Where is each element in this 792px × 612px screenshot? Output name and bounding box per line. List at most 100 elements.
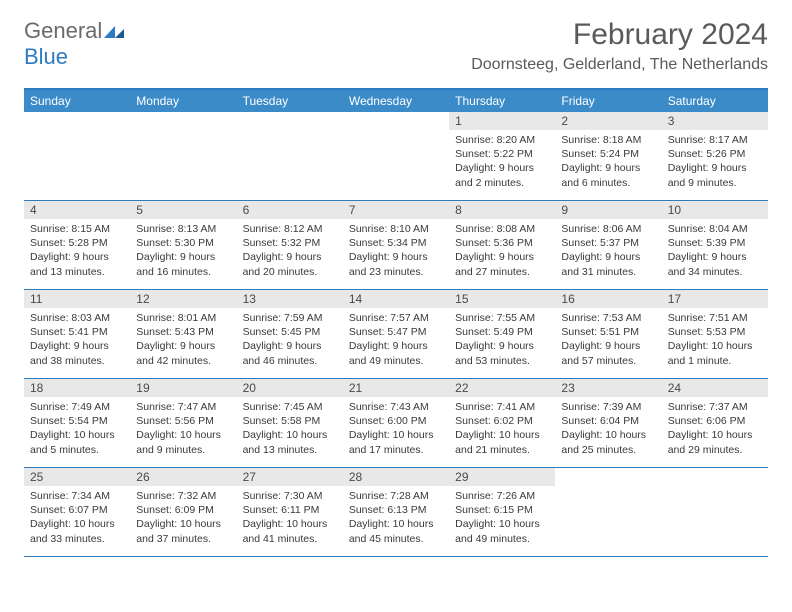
weekday-saturday: Saturday (662, 90, 768, 112)
day-body: Sunrise: 8:18 AMSunset: 5:24 PMDaylight:… (555, 130, 661, 194)
day-body: Sunrise: 7:30 AMSunset: 6:11 PMDaylight:… (237, 486, 343, 550)
sunrise-line: Sunrise: 8:15 AM (30, 222, 124, 236)
day-body: Sunrise: 8:01 AMSunset: 5:43 PMDaylight:… (130, 308, 236, 372)
day-number: 18 (24, 379, 130, 397)
day-cell: 22Sunrise: 7:41 AMSunset: 6:02 PMDayligh… (449, 379, 555, 467)
day-number: 19 (130, 379, 236, 397)
day-body: Sunrise: 7:55 AMSunset: 5:49 PMDaylight:… (449, 308, 555, 372)
day-number: 24 (662, 379, 768, 397)
sunset-line: Sunset: 6:07 PM (30, 503, 124, 517)
day-number: 22 (449, 379, 555, 397)
day-cell (130, 112, 236, 200)
day-cell: 9Sunrise: 8:06 AMSunset: 5:37 PMDaylight… (555, 201, 661, 289)
day-cell (555, 468, 661, 556)
sunset-line: Sunset: 5:34 PM (349, 236, 443, 250)
day-number: 23 (555, 379, 661, 397)
day-number (24, 112, 130, 130)
day-number: 6 (237, 201, 343, 219)
weekday-sunday: Sunday (24, 90, 130, 112)
daylight-line: Daylight: 9 hours and 6 minutes. (561, 161, 655, 189)
daylight-line: Daylight: 9 hours and 57 minutes. (561, 339, 655, 367)
day-number: 25 (24, 468, 130, 486)
day-body: Sunrise: 7:41 AMSunset: 6:02 PMDaylight:… (449, 397, 555, 461)
logo-icon (104, 18, 126, 44)
day-number: 3 (662, 112, 768, 130)
day-number: 7 (343, 201, 449, 219)
day-cell: 24Sunrise: 7:37 AMSunset: 6:06 PMDayligh… (662, 379, 768, 467)
sunset-line: Sunset: 5:37 PM (561, 236, 655, 250)
sunrise-line: Sunrise: 7:34 AM (30, 489, 124, 503)
day-number: 17 (662, 290, 768, 308)
day-body: Sunrise: 7:47 AMSunset: 5:56 PMDaylight:… (130, 397, 236, 461)
day-body: Sunrise: 7:49 AMSunset: 5:54 PMDaylight:… (24, 397, 130, 461)
day-body: Sunrise: 8:15 AMSunset: 5:28 PMDaylight:… (24, 219, 130, 283)
day-number: 27 (237, 468, 343, 486)
day-cell: 16Sunrise: 7:53 AMSunset: 5:51 PMDayligh… (555, 290, 661, 378)
sunset-line: Sunset: 5:26 PM (668, 147, 762, 161)
day-cell: 19Sunrise: 7:47 AMSunset: 5:56 PMDayligh… (130, 379, 236, 467)
sunset-line: Sunset: 5:24 PM (561, 147, 655, 161)
day-cell: 23Sunrise: 7:39 AMSunset: 6:04 PMDayligh… (555, 379, 661, 467)
daylight-line: Daylight: 9 hours and 31 minutes. (561, 250, 655, 278)
sunrise-line: Sunrise: 8:12 AM (243, 222, 337, 236)
sunset-line: Sunset: 5:36 PM (455, 236, 549, 250)
sunset-line: Sunset: 6:09 PM (136, 503, 230, 517)
sunset-line: Sunset: 5:32 PM (243, 236, 337, 250)
day-body: Sunrise: 8:13 AMSunset: 5:30 PMDaylight:… (130, 219, 236, 283)
day-cell (662, 468, 768, 556)
day-body: Sunrise: 7:53 AMSunset: 5:51 PMDaylight:… (555, 308, 661, 372)
location: Doornsteeg, Gelderland, The Netherlands (471, 56, 768, 74)
sunset-line: Sunset: 5:56 PM (136, 414, 230, 428)
sunrise-line: Sunrise: 7:39 AM (561, 400, 655, 414)
daylight-line: Daylight: 10 hours and 21 minutes. (455, 428, 549, 456)
day-body: Sunrise: 8:04 AMSunset: 5:39 PMDaylight:… (662, 219, 768, 283)
week-row: 11Sunrise: 8:03 AMSunset: 5:41 PMDayligh… (24, 290, 768, 379)
day-number: 28 (343, 468, 449, 486)
day-body: Sunrise: 8:17 AMSunset: 5:26 PMDaylight:… (662, 130, 768, 194)
weekday-friday: Friday (555, 90, 661, 112)
daylight-line: Daylight: 9 hours and 42 minutes. (136, 339, 230, 367)
sunrise-line: Sunrise: 7:43 AM (349, 400, 443, 414)
day-number: 13 (237, 290, 343, 308)
day-cell: 6Sunrise: 8:12 AMSunset: 5:32 PMDaylight… (237, 201, 343, 289)
title-block: February 2024 Doornsteeg, Gelderland, Th… (471, 18, 768, 74)
day-cell: 2Sunrise: 8:18 AMSunset: 5:24 PMDaylight… (555, 112, 661, 200)
calendar: SundayMondayTuesdayWednesdayThursdayFrid… (24, 88, 768, 557)
day-number: 10 (662, 201, 768, 219)
day-cell: 20Sunrise: 7:45 AMSunset: 5:58 PMDayligh… (237, 379, 343, 467)
daylight-line: Daylight: 9 hours and 27 minutes. (455, 250, 549, 278)
day-number: 21 (343, 379, 449, 397)
day-body: Sunrise: 8:03 AMSunset: 5:41 PMDaylight:… (24, 308, 130, 372)
sunrise-line: Sunrise: 8:20 AM (455, 133, 549, 147)
header: GeneralBlue February 2024 Doornsteeg, Ge… (0, 0, 792, 82)
daylight-line: Daylight: 9 hours and 9 minutes. (668, 161, 762, 189)
sunset-line: Sunset: 6:13 PM (349, 503, 443, 517)
day-number: 15 (449, 290, 555, 308)
daylight-line: Daylight: 10 hours and 17 minutes. (349, 428, 443, 456)
sunset-line: Sunset: 6:00 PM (349, 414, 443, 428)
sunset-line: Sunset: 6:06 PM (668, 414, 762, 428)
day-number: 9 (555, 201, 661, 219)
day-body: Sunrise: 7:37 AMSunset: 6:06 PMDaylight:… (662, 397, 768, 461)
sunrise-line: Sunrise: 7:26 AM (455, 489, 549, 503)
day-cell: 15Sunrise: 7:55 AMSunset: 5:49 PMDayligh… (449, 290, 555, 378)
day-body: Sunrise: 7:28 AMSunset: 6:13 PMDaylight:… (343, 486, 449, 550)
daylight-line: Daylight: 10 hours and 5 minutes. (30, 428, 124, 456)
sunrise-line: Sunrise: 7:47 AM (136, 400, 230, 414)
sunrise-line: Sunrise: 8:13 AM (136, 222, 230, 236)
sunrise-line: Sunrise: 7:28 AM (349, 489, 443, 503)
day-body: Sunrise: 7:45 AMSunset: 5:58 PMDaylight:… (237, 397, 343, 461)
day-body: Sunrise: 7:34 AMSunset: 6:07 PMDaylight:… (24, 486, 130, 550)
day-cell: 10Sunrise: 8:04 AMSunset: 5:39 PMDayligh… (662, 201, 768, 289)
daylight-line: Daylight: 10 hours and 49 minutes. (455, 517, 549, 545)
day-number (662, 468, 768, 486)
sunrise-line: Sunrise: 7:32 AM (136, 489, 230, 503)
weekday-wednesday: Wednesday (343, 90, 449, 112)
daylight-line: Daylight: 10 hours and 29 minutes. (668, 428, 762, 456)
sunset-line: Sunset: 5:58 PM (243, 414, 337, 428)
sunrise-line: Sunrise: 7:45 AM (243, 400, 337, 414)
daylight-line: Daylight: 10 hours and 33 minutes. (30, 517, 124, 545)
day-cell: 11Sunrise: 8:03 AMSunset: 5:41 PMDayligh… (24, 290, 130, 378)
day-number: 26 (130, 468, 236, 486)
sunset-line: Sunset: 6:02 PM (455, 414, 549, 428)
